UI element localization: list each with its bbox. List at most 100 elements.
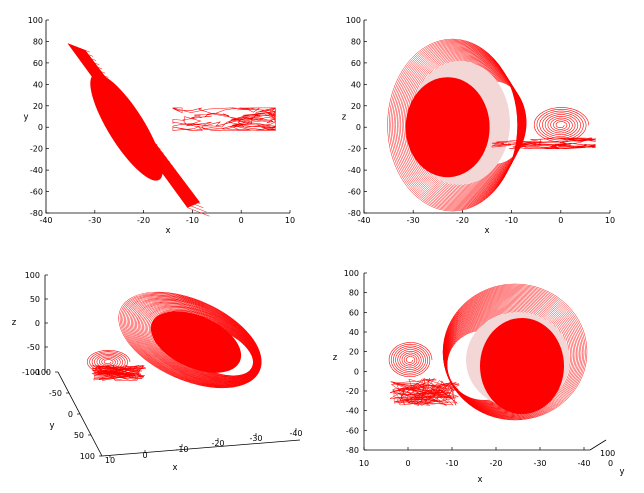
attractor-trace xyxy=(91,364,146,381)
x-axis-line xyxy=(101,439,301,457)
disk-stroke xyxy=(162,173,186,183)
x-tick-label: -10 xyxy=(505,216,518,225)
z-tick-label: -60 xyxy=(346,426,359,435)
attractor-trace xyxy=(389,378,461,407)
x-axis-label: x xyxy=(484,226,489,236)
z-tick-label: 20 xyxy=(349,348,359,357)
panel-3d-view-a: 100500-50-100z-100-50050100y100-10-20-30… xyxy=(12,271,303,473)
attractor-trace xyxy=(172,107,277,131)
filled-core xyxy=(405,77,490,178)
y-axis-label: y xyxy=(49,421,54,431)
filled-core xyxy=(90,73,163,181)
y-tick-label: -100 xyxy=(33,368,51,377)
x-tick-label: 10 xyxy=(105,456,115,465)
x-tick-label: 0 xyxy=(405,459,410,468)
z-axis-label: z xyxy=(12,318,17,328)
y-tick-label: -60 xyxy=(30,188,43,197)
x-tick-label: 10 xyxy=(285,216,295,225)
y-tick-label: 60 xyxy=(351,59,361,68)
attractor-spiral xyxy=(533,107,590,143)
y-tick-label: 20 xyxy=(33,102,43,111)
panel-xz-projection: -40 -30 -20 -10 0 10 -80 -60 -40 -20 0 20 40 60 80 100 x… xyxy=(342,16,615,236)
y-tick-label: 0 xyxy=(38,123,43,132)
x-tick-label: -30 xyxy=(249,434,262,443)
y-tick-label: 40 xyxy=(351,80,361,89)
y-axis-label: y xyxy=(619,467,624,477)
x-tick-label: 10 xyxy=(359,459,369,468)
z-axis-label: z xyxy=(333,353,338,363)
z-tick-label: 60 xyxy=(349,308,359,317)
z-tick-label: 0 xyxy=(35,319,40,328)
disk-stroke xyxy=(83,64,106,74)
x-axis-label: x xyxy=(165,226,170,236)
x-tick-label: -40 xyxy=(577,459,590,468)
disk-stroke xyxy=(172,186,195,196)
z-tick-label: -100 xyxy=(22,368,40,377)
x-tick-label: 0 xyxy=(142,451,147,460)
x-tick-label: -20 xyxy=(489,459,502,468)
y-tick-label: -40 xyxy=(348,166,361,175)
y-tick-label: 0 xyxy=(608,459,613,468)
z-tick-label: 40 xyxy=(349,328,359,337)
y-axis-label: y xyxy=(23,113,28,123)
z-tick-label: -40 xyxy=(346,407,359,416)
y-tick-label: 40 xyxy=(33,80,43,89)
y-tick-label: 80 xyxy=(351,37,361,46)
y-tick-label: -20 xyxy=(348,145,361,154)
disk-stroke xyxy=(74,51,97,61)
y-tick-label: 100 xyxy=(600,449,615,458)
x-axis-label: x xyxy=(477,475,482,485)
z-tick-label: 80 xyxy=(349,289,359,298)
x-tick-label: -10 xyxy=(445,459,458,468)
x-tick-label: -20 xyxy=(137,216,150,225)
x-tick-label: -10 xyxy=(186,216,199,225)
y-axis-line xyxy=(589,439,607,451)
x-tick-label: -40 xyxy=(39,216,52,225)
x-tick-label: -30 xyxy=(88,216,101,225)
disk-stroke xyxy=(169,182,192,192)
filled-core xyxy=(480,318,564,414)
y-tick-label: 0 xyxy=(356,123,361,132)
disk-stroke xyxy=(77,55,100,66)
x-axis-label: x xyxy=(172,463,177,473)
disk-stroke xyxy=(86,68,109,78)
x-tick-label: -20 xyxy=(211,439,224,448)
disk-stroke xyxy=(181,198,204,209)
x-tick-label: -40 xyxy=(357,216,370,225)
x-tick-label: 10 xyxy=(605,216,615,225)
z-tick-label: 100 xyxy=(344,269,359,278)
y-tick-label: 100 xyxy=(28,16,43,25)
y-tick-label: 100 xyxy=(80,452,95,461)
disk-stroke xyxy=(159,169,182,179)
y-tick-label: 80 xyxy=(33,37,43,46)
attractor-trace xyxy=(491,137,596,149)
y-tick-label: -20 xyxy=(30,145,43,154)
x-tick-label: -10 xyxy=(175,445,188,454)
x-tick-label: -20 xyxy=(456,216,469,225)
y-tick-label: -80 xyxy=(30,209,43,218)
x-tick-label: 0 xyxy=(239,216,244,225)
z-tick-label: -20 xyxy=(346,387,359,396)
filled-core xyxy=(150,311,242,373)
disk-stroke xyxy=(187,207,210,217)
y-tick-label: 20 xyxy=(351,102,361,111)
disk-stroke xyxy=(184,203,207,213)
y-tick-label: 60 xyxy=(33,59,43,68)
disk-stroke xyxy=(80,60,103,70)
x-tick-label: -40 xyxy=(289,429,302,438)
y-tick-label: -80 xyxy=(348,209,361,218)
attractor-spiral xyxy=(388,342,433,378)
y-tick-label: -50 xyxy=(49,389,62,398)
y-tick-label: 0 xyxy=(68,410,73,419)
y-axis-label: z xyxy=(342,113,347,123)
y-tick-label: 50 xyxy=(74,431,84,440)
disk-stroke xyxy=(175,190,198,200)
panel-xy-projection: -40 -30 -20 -10 0 10 -80 -60 -40 -20 0 20 40 60 80 100 x… xyxy=(23,16,295,236)
y-tick-label: -60 xyxy=(348,188,361,197)
x-tick-label: -30 xyxy=(407,216,420,225)
disk-stroke xyxy=(70,47,94,57)
x-tick-label: 0 xyxy=(558,216,563,225)
y-tick-label: 100 xyxy=(346,16,361,25)
